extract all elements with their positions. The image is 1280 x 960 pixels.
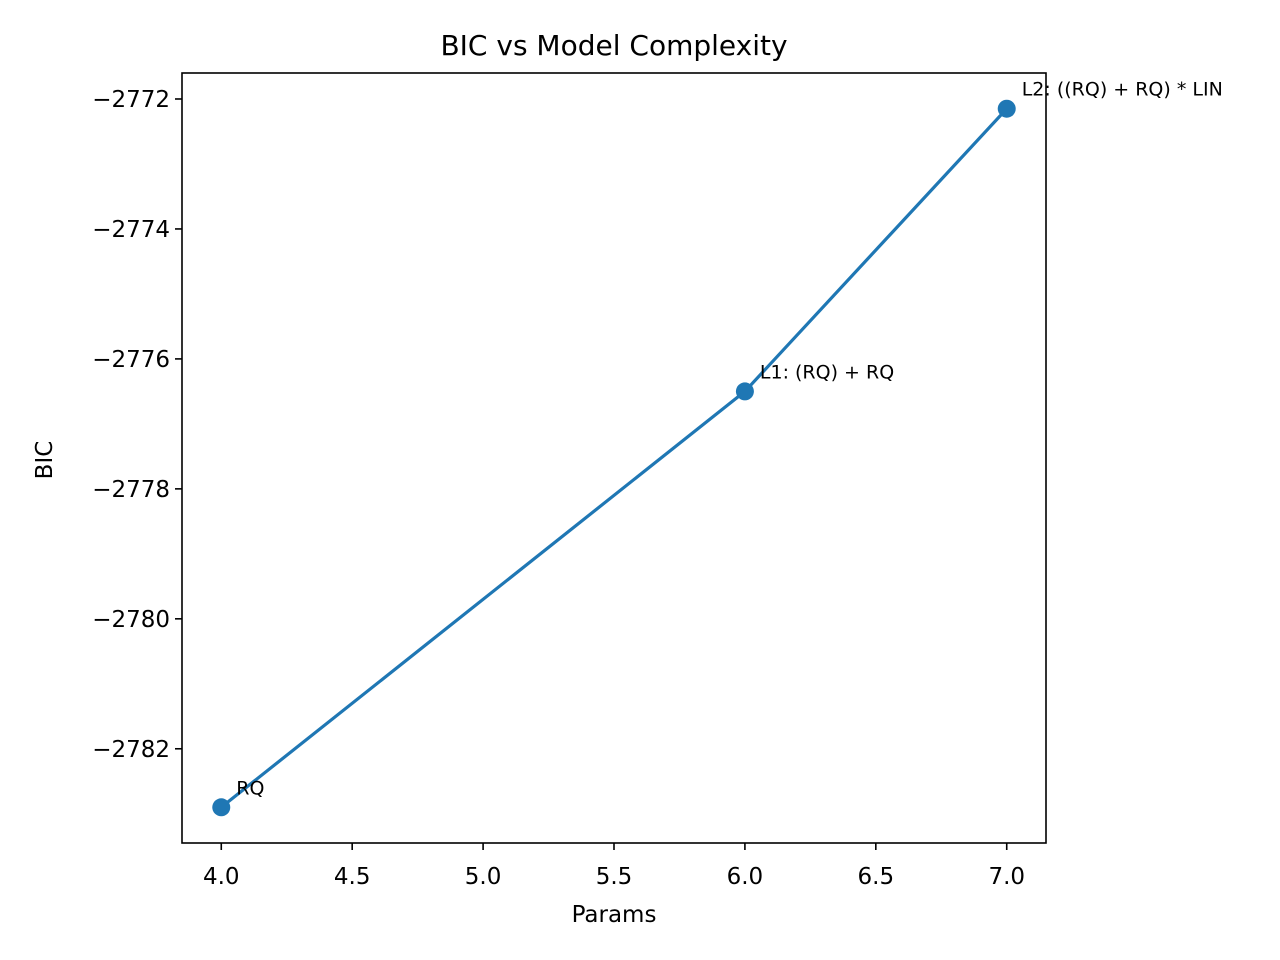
x-tick-label: 4.5: [334, 864, 371, 890]
y-tick-label: −2776: [92, 347, 170, 373]
x-tick-label: 4.0: [203, 864, 240, 890]
point-annotation: L2: ((RQ) + RQ) * LIN: [1022, 79, 1223, 101]
data-point: [997, 99, 1016, 118]
x-tick-label: 5.0: [465, 864, 502, 890]
plot-frame: [181, 72, 1047, 844]
y-tick-label: −2782: [92, 737, 170, 763]
y-tick-label: −2778: [92, 477, 170, 503]
x-axis-label: Params: [572, 902, 657, 928]
y-axis-label: BIC: [32, 441, 58, 480]
x-tick-label: 6.0: [727, 864, 764, 890]
y-tick-label: −2780: [92, 607, 170, 633]
data-point: [735, 382, 754, 401]
data-point: [212, 798, 231, 817]
x-tick-label: 5.5: [596, 864, 633, 890]
chart-title: BIC vs Model Complexity: [440, 29, 787, 62]
x-tick-label: 6.5: [858, 864, 895, 890]
point-annotation: L1: (RQ) + RQ: [760, 361, 894, 383]
point-annotation: RQ: [236, 777, 264, 799]
y-tick-label: −2774: [92, 217, 170, 243]
series-line: [219, 107, 1009, 809]
y-tick-label: −2772: [92, 87, 170, 113]
x-tick-label: 7.0: [988, 864, 1025, 890]
plot-area: 4.0 4.5 5.0 5.5 6.0 6.5 7.0 −2782 −2780 −2778 −277…: [92, 72, 1223, 890]
